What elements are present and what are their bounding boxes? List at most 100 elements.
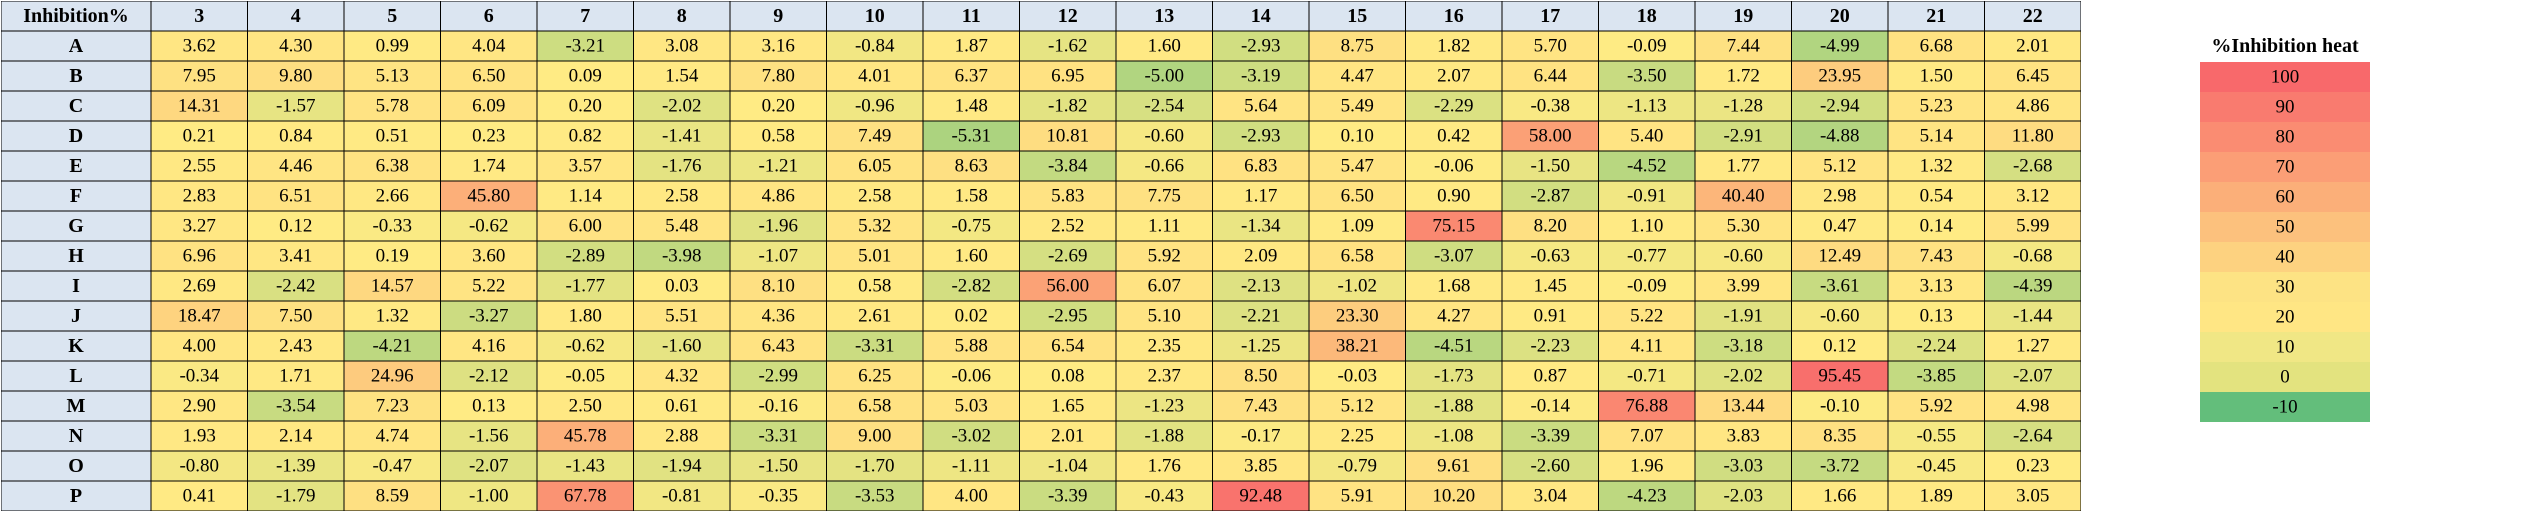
heatmap-cell-value: 6.38 [376, 156, 409, 177]
heatmap-cell [1501, 60, 1599, 92]
heatmap-cell-value: 5.12 [1823, 156, 1856, 177]
heatmap-cell-value: 6.50 [472, 66, 505, 87]
heatmap-cell-value: 0.82 [569, 126, 602, 147]
column-header-label: 12 [1058, 5, 1078, 27]
heatmap-cell [1115, 150, 1213, 182]
heatmap-cell-value: -3.53 [855, 486, 895, 507]
legend-label: 30 [2276, 277, 2295, 298]
heatmap-cell-value: 4.27 [1437, 306, 1470, 327]
heatmap-cell-value: 5.64 [1244, 96, 1278, 117]
heatmap-cell-value: 4.11 [1630, 336, 1663, 357]
heatmap-cell [1984, 420, 2081, 452]
heatmap-cell-value: -1.50 [758, 456, 798, 477]
heatmap-cell [440, 180, 538, 212]
heatmap-cell-value: 7.43 [1244, 396, 1277, 417]
heatmap-cell [1308, 60, 1406, 92]
heatmap-cell-value: 18.47 [178, 306, 221, 327]
heatmap-cell-value: -0.55 [1916, 426, 1956, 447]
heatmap-cell [1212, 60, 1310, 92]
heatmap-cell-value: -0.79 [1337, 456, 1377, 477]
heatmap-cell [922, 480, 1020, 511]
legend-label: 40 [2276, 247, 2295, 268]
heatmap-cell [536, 150, 634, 182]
heatmap-cell [247, 390, 345, 422]
heatmap-cell [343, 210, 441, 242]
heatmap-cell-value: 7.80 [762, 66, 795, 87]
heatmap-cell-value: 38.21 [1336, 336, 1379, 357]
heatmap-cell [536, 330, 634, 362]
heatmap-cell-value: 6.68 [1920, 36, 1953, 57]
heatmap-cell [1887, 420, 1985, 452]
heatmap-cell-value: 67.78 [564, 486, 607, 507]
heatmap-cell-value: 4.00 [183, 336, 216, 357]
heatmap-cell-value: -4.99 [1820, 36, 1860, 57]
heatmap-cell-value: -5.00 [1144, 66, 1184, 87]
heatmap-cell [1405, 180, 1503, 212]
heatmap-cell-value: -1.88 [1434, 396, 1474, 417]
heatmap-cell [1115, 90, 1213, 122]
heatmap-cell-value: 1.96 [1630, 456, 1663, 477]
heatmap-cell-value: -1.79 [276, 486, 316, 507]
heatmap-cell-value: 5.83 [1051, 186, 1084, 207]
heatmap-cell [729, 180, 827, 212]
heatmap-cell [440, 480, 538, 511]
heatmap-cell [1887, 150, 1985, 182]
heatmap-cell [1308, 360, 1406, 392]
heatmap-cell [1405, 90, 1503, 122]
heatmap-cell [1019, 120, 1117, 152]
legend-swatch [2200, 332, 2370, 362]
heatmap-cell-value: 2.90 [183, 396, 216, 417]
heatmap-cell [826, 270, 924, 302]
heatmap-cell [1887, 300, 1985, 332]
heatmap-cell-value: -0.33 [372, 216, 412, 237]
heatmap-cell [922, 60, 1020, 92]
column-header-label: 20 [1830, 5, 1850, 27]
heatmap-cell [1405, 60, 1503, 92]
heatmap-cell [1019, 30, 1117, 62]
heatmap-cell-value: 0.02 [955, 306, 988, 327]
heatmap-cell-value: 6.58 [858, 396, 891, 417]
heatmap-cell [1984, 300, 2081, 332]
row-header-label: G [68, 215, 84, 237]
column-header-label: 16 [1444, 5, 1464, 27]
heatmap-cell [922, 420, 1020, 452]
heatmap-cell-value: 1.66 [1823, 486, 1856, 507]
heatmap-cell-value: 4.04 [472, 36, 506, 57]
heatmap-cell [1598, 30, 1696, 62]
heatmap-cell-value: 3.16 [762, 36, 795, 57]
heatmap-cell-value: -0.34 [179, 366, 219, 387]
heatmap-cell-value: -0.06 [1434, 156, 1474, 177]
heatmap-cell-value: 0.42 [1437, 126, 1470, 147]
column-header-label: 15 [1347, 5, 1367, 27]
heatmap-cell [343, 420, 441, 452]
heatmap-cell [1694, 90, 1792, 122]
heatmap-cell [1694, 270, 1792, 302]
heatmap-cell-value: 1.11 [1148, 216, 1181, 237]
heatmap-cell-value: -0.60 [1723, 246, 1763, 267]
heatmap-cell [633, 30, 731, 62]
row-header-cell [1, 450, 152, 482]
heatmap-cell-value: -1.28 [1723, 96, 1763, 117]
heatmap-cell [247, 90, 345, 122]
heatmap-cell [1791, 240, 1889, 272]
heatmap-cell-value: 0.19 [376, 246, 409, 267]
heatmap-cell [729, 360, 827, 392]
heatmap-cell [633, 330, 731, 362]
heatmap-cell-value: 6.43 [762, 336, 795, 357]
heatmap-cell [1115, 30, 1213, 62]
heatmap-cell [729, 60, 827, 92]
heatmap-cell [150, 240, 248, 272]
legend-swatch [2200, 362, 2370, 392]
heatmap-cell-value: -1.02 [1337, 276, 1377, 297]
legend-swatch [2200, 272, 2370, 302]
legend-label: -10 [2272, 397, 2297, 418]
heatmap-cell [1405, 120, 1503, 152]
heatmap-cell-value: -0.06 [951, 366, 991, 387]
column-header-cell [440, 1, 538, 32]
heatmap-cell-value: -0.77 [1627, 246, 1667, 267]
heatmap-cell [826, 300, 924, 332]
heatmap-cell [1598, 180, 1696, 212]
heatmap-cell [922, 210, 1020, 242]
heatmap-cell-value: 8.50 [1244, 366, 1277, 387]
heatmap-cell-value: -4.52 [1627, 156, 1667, 177]
